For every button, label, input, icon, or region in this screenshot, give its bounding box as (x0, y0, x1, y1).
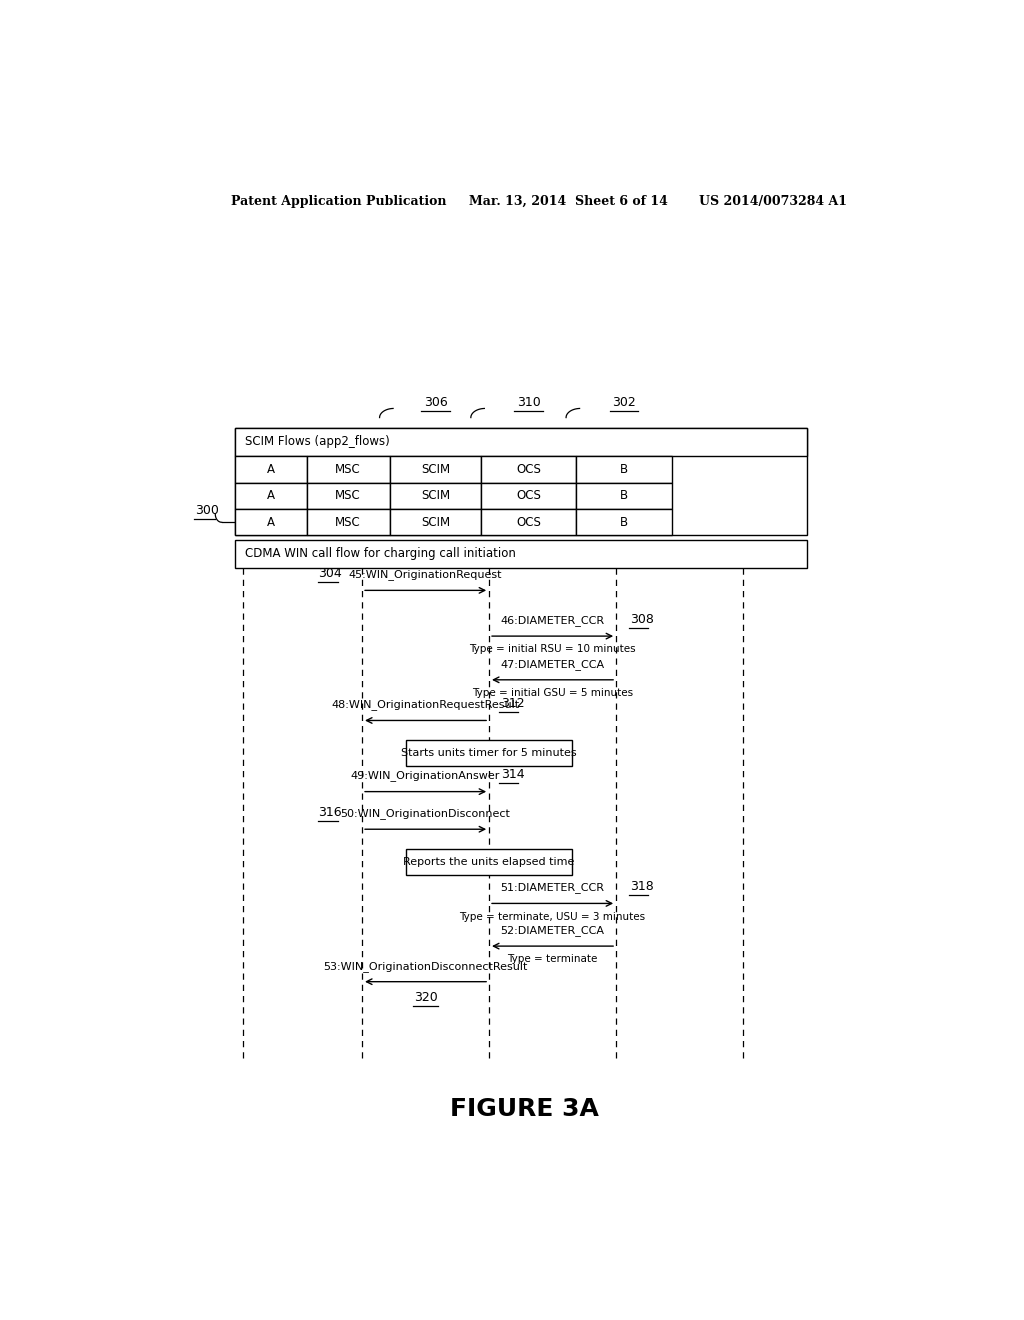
Text: Patent Application Publication: Patent Application Publication (231, 194, 446, 207)
Text: SCIM: SCIM (421, 490, 451, 503)
Text: 53:WIN_OriginationDisconnectResult: 53:WIN_OriginationDisconnectResult (324, 961, 527, 972)
Text: Type = initial GSU = 5 minutes: Type = initial GSU = 5 minutes (472, 688, 633, 698)
Bar (306, 483, 390, 510)
Text: FIGURE 3A: FIGURE 3A (451, 1097, 599, 1121)
Text: 306: 306 (424, 396, 447, 409)
Text: MSC: MSC (335, 463, 361, 477)
Text: 45:WIN_OriginationRequest: 45:WIN_OriginationRequest (349, 569, 503, 581)
Text: OCS: OCS (516, 463, 542, 477)
Text: Reports the units elapsed time: Reports the units elapsed time (403, 857, 574, 867)
Text: 51:DIAMETER_CCR: 51:DIAMETER_CCR (501, 882, 604, 894)
Text: 46:DIAMETER_CCR: 46:DIAMETER_CCR (501, 615, 604, 626)
Bar (481, 457, 577, 483)
Text: 50:WIN_OriginationDisconnect: 50:WIN_OriginationDisconnect (341, 808, 511, 818)
Bar (390, 457, 481, 483)
Bar (481, 510, 577, 536)
Text: 320: 320 (414, 991, 437, 1005)
Bar (236, 428, 807, 457)
Bar (306, 510, 390, 536)
Text: Type = terminate: Type = terminate (507, 954, 598, 964)
Bar (577, 510, 672, 536)
Text: 49:WIN_OriginationAnswer: 49:WIN_OriginationAnswer (351, 771, 501, 781)
Bar (577, 457, 672, 483)
Text: 310: 310 (517, 396, 541, 409)
Text: SCIM: SCIM (421, 463, 451, 477)
Text: 314: 314 (501, 768, 524, 781)
Text: 47:DIAMETER_CCA: 47:DIAMETER_CCA (501, 659, 604, 669)
Bar (406, 739, 572, 766)
Text: 316: 316 (318, 807, 342, 818)
Text: 52:DIAMETER_CCA: 52:DIAMETER_CCA (501, 925, 604, 936)
Text: 300: 300 (196, 504, 219, 517)
Text: OCS: OCS (516, 516, 542, 529)
Bar (390, 483, 481, 510)
Bar (481, 483, 577, 510)
Bar (236, 540, 807, 568)
Text: 302: 302 (612, 396, 636, 409)
Text: 312: 312 (501, 697, 524, 710)
Text: US 2014/0073284 A1: US 2014/0073284 A1 (699, 194, 848, 207)
Text: 318: 318 (631, 880, 654, 894)
Text: Type = initial RSU = 10 minutes: Type = initial RSU = 10 minutes (469, 644, 636, 655)
Text: MSC: MSC (335, 516, 361, 529)
Text: B: B (620, 516, 628, 529)
Text: SCIM Flows (app2_flows): SCIM Flows (app2_flows) (245, 436, 389, 449)
Text: A: A (267, 463, 274, 477)
Text: Type = terminate, USU = 3 minutes: Type = terminate, USU = 3 minutes (460, 912, 646, 921)
Text: B: B (620, 463, 628, 477)
Text: MSC: MSC (335, 490, 361, 503)
Text: A: A (267, 516, 274, 529)
Text: CDMA WIN call flow for charging call initiation: CDMA WIN call flow for charging call ini… (245, 548, 515, 560)
Text: 304: 304 (318, 568, 342, 581)
Text: 48:WIN_OriginationRequestResult: 48:WIN_OriginationRequestResult (332, 700, 519, 710)
Bar (236, 483, 306, 510)
Bar (390, 510, 481, 536)
Bar (236, 457, 306, 483)
Text: B: B (620, 490, 628, 503)
Bar (236, 428, 807, 536)
Text: OCS: OCS (516, 490, 542, 503)
Text: Mar. 13, 2014  Sheet 6 of 14: Mar. 13, 2014 Sheet 6 of 14 (469, 194, 668, 207)
Text: A: A (267, 490, 274, 503)
Bar (406, 849, 572, 875)
Text: SCIM: SCIM (421, 516, 451, 529)
Bar (306, 457, 390, 483)
Text: 308: 308 (631, 612, 654, 626)
Text: Starts units timer for 5 minutes: Starts units timer for 5 minutes (401, 748, 577, 758)
Bar (577, 483, 672, 510)
Bar (236, 510, 306, 536)
